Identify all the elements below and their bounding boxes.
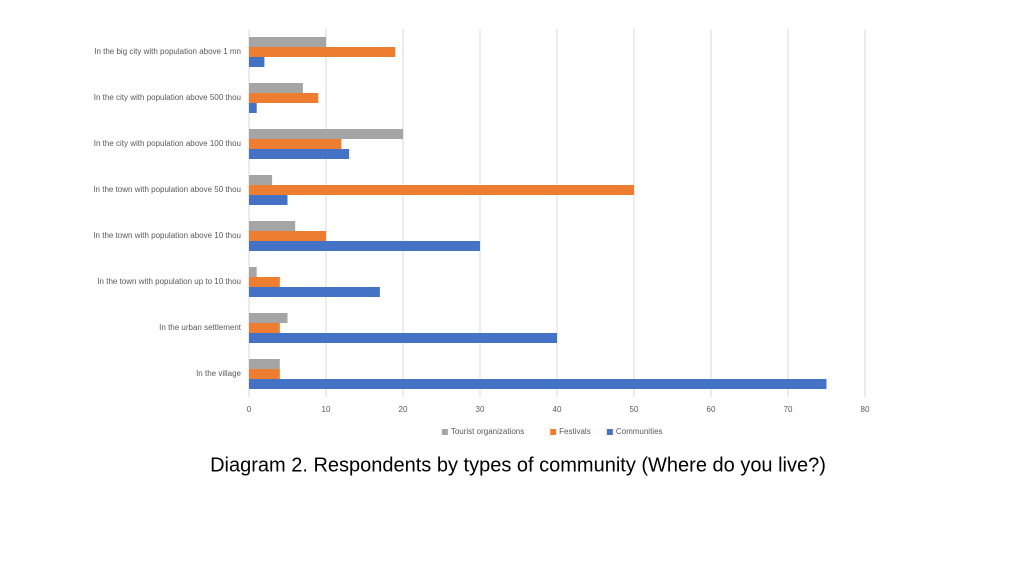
bar: [249, 57, 265, 67]
bar: [249, 185, 634, 195]
y-tick-label: In the big city with population above 1 …: [94, 47, 241, 56]
legend-swatch: [441, 429, 448, 435]
bar: [249, 369, 280, 379]
x-tick-label: 60: [707, 405, 716, 414]
legend-swatch: [550, 429, 557, 435]
bar: [249, 323, 280, 333]
legend-swatch: [606, 429, 613, 435]
bar: [249, 333, 557, 343]
bar: [249, 267, 257, 277]
x-tick-label: 40: [553, 405, 562, 414]
y-tick-label: In the city with population above 100 th…: [94, 139, 241, 148]
bar: [249, 37, 326, 47]
x-tick-label: 30: [476, 405, 485, 414]
x-tick-label: 50: [630, 405, 639, 414]
bar: [249, 313, 288, 323]
y-tick-label: In the village: [196, 369, 241, 378]
y-tick-label: In the town with population up to 10 tho…: [97, 277, 241, 286]
bar: [249, 359, 280, 369]
bar: [249, 221, 296, 231]
x-tick-label: 10: [322, 405, 331, 414]
x-tick-label: 0: [247, 405, 252, 414]
bar: [249, 129, 403, 139]
bar: [249, 139, 342, 149]
bar: [249, 277, 280, 287]
legend-label: Tourist organizations: [451, 427, 524, 436]
bar: [249, 47, 396, 57]
bar: [249, 93, 319, 103]
bar: [249, 195, 288, 205]
bar: [249, 175, 273, 185]
bar: [249, 103, 257, 113]
y-tick-label: In the town with population above 10 tho…: [93, 231, 241, 240]
legend-label: Festivals: [559, 427, 591, 436]
x-tick-label: 20: [399, 405, 408, 414]
bar: [249, 83, 303, 93]
bar: [249, 231, 326, 241]
bar: [249, 379, 827, 389]
bar: [249, 149, 350, 159]
bar: [249, 241, 480, 251]
chart-title: Diagram 2. Respondents by types of commu…: [210, 454, 826, 476]
x-tick-label: 70: [784, 405, 793, 414]
y-tick-label: In the urban settlement: [159, 323, 242, 332]
legend-label: Communities: [616, 427, 663, 436]
bar: [249, 287, 380, 297]
y-tick-label: In the city with population above 500 th…: [94, 93, 241, 102]
x-tick-label: 80: [861, 405, 870, 414]
y-tick-label: In the town with population above 50 tho…: [93, 185, 241, 194]
